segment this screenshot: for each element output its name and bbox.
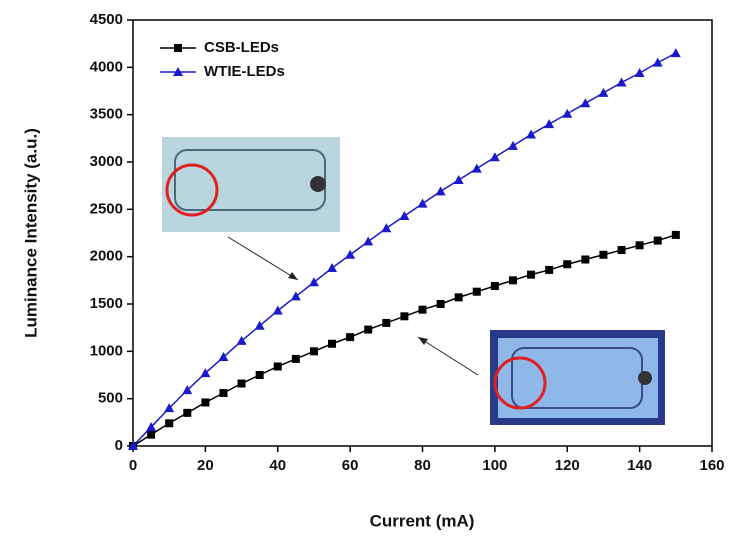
legend-label: WTIE-LEDs: [204, 63, 285, 80]
data-point: [364, 326, 372, 334]
y-axis-label: Luminance Intensity (a.u.): [21, 128, 40, 338]
x-tick-label: 100: [482, 457, 507, 474]
y-tick-label: 4500: [90, 11, 123, 28]
data-point: [473, 288, 481, 296]
data-point: [345, 250, 355, 259]
y-tick-label: 3500: [90, 106, 123, 123]
data-point: [436, 186, 446, 195]
x-axis-label: Current (mA): [370, 511, 475, 530]
x-tick-label: 80: [414, 457, 431, 474]
data-point: [418, 199, 428, 208]
y-tick-label: 0: [115, 437, 123, 454]
data-point: [165, 419, 173, 427]
data-point: [509, 276, 517, 284]
y-tick-label: 1500: [90, 295, 123, 312]
y-tick-label: 2500: [90, 200, 123, 217]
data-point: [617, 77, 627, 86]
data-point: [545, 266, 553, 274]
data-point: [201, 398, 209, 406]
x-tick-label: 140: [627, 457, 652, 474]
data-point: [381, 223, 391, 232]
arrow-head: [288, 272, 298, 280]
data-point: [363, 237, 373, 246]
data-point: [635, 68, 645, 77]
x-tick-label: 160: [699, 457, 724, 474]
data-point: [599, 251, 607, 259]
data-point: [581, 256, 589, 264]
data-point: [256, 371, 264, 379]
data-point: [292, 355, 300, 363]
data-point: [346, 333, 354, 341]
data-point: [672, 231, 680, 239]
x-tick-label: 20: [197, 457, 214, 474]
data-point: [274, 362, 282, 370]
x-tick-label: 60: [342, 457, 359, 474]
data-point: [454, 175, 464, 184]
arrow: [418, 337, 478, 375]
data-point: [310, 347, 318, 355]
data-point: [183, 409, 191, 417]
data-point: [508, 141, 518, 150]
data-point: [382, 319, 390, 327]
y-tick-label: 3000: [90, 153, 123, 170]
x-tick-label: 40: [269, 457, 286, 474]
data-point: [653, 58, 663, 67]
legend-marker: [174, 44, 182, 52]
data-point: [544, 119, 554, 128]
inset-photo: [162, 137, 340, 232]
data-point: [238, 380, 246, 388]
data-point: [527, 271, 535, 279]
data-point: [419, 306, 427, 314]
data-point: [580, 98, 590, 107]
data-point: [526, 130, 536, 139]
y-tick-label: 2000: [90, 248, 123, 265]
arrow: [228, 237, 298, 280]
data-point: [437, 300, 445, 308]
data-point: [219, 389, 227, 397]
data-point: [328, 340, 336, 348]
data-point: [598, 88, 608, 97]
chart: Current (mA) Luminance Intensity (a.u.) …: [0, 0, 733, 539]
data-point: [472, 164, 482, 173]
data-point: [327, 263, 337, 272]
data-point: [491, 282, 499, 290]
y-tick-label: 500: [98, 390, 123, 407]
inset-photo: [490, 330, 665, 425]
arrow-head: [418, 337, 428, 345]
data-point: [562, 109, 572, 118]
x-tick-label: 0: [129, 457, 137, 474]
y-tick-label: 4000: [90, 58, 123, 75]
data-point: [400, 312, 408, 320]
data-point: [399, 211, 409, 220]
y-tick-label: 1000: [90, 342, 123, 359]
x-tick-label: 120: [555, 457, 580, 474]
data-point: [654, 237, 662, 245]
data-point: [636, 241, 644, 249]
data-point: [490, 152, 500, 161]
data-point: [563, 260, 571, 268]
data-point: [618, 246, 626, 254]
data-point: [147, 431, 155, 439]
data-point: [671, 48, 681, 57]
data-point: [455, 293, 463, 301]
legend-label: CSB-LEDs: [204, 39, 279, 56]
